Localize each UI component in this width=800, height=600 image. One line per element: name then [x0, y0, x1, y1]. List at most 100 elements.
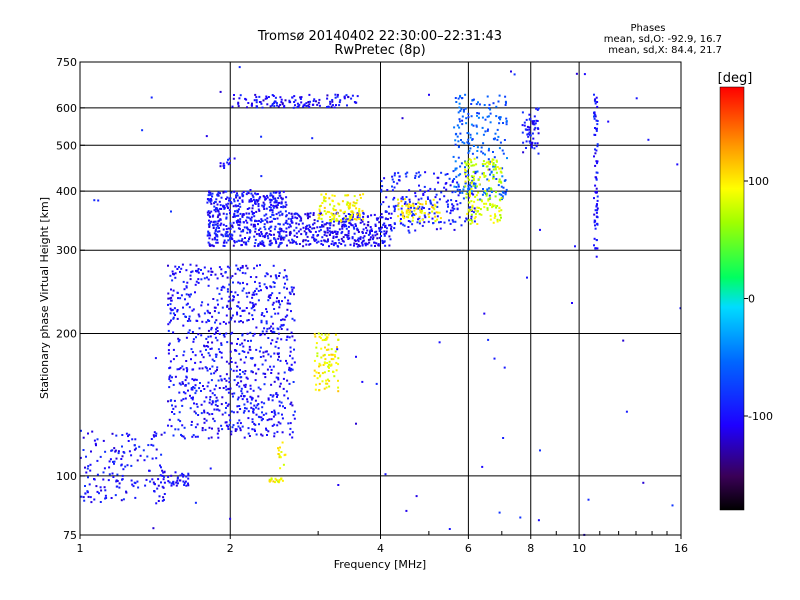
data-point	[235, 194, 237, 197]
data-point	[352, 211, 355, 214]
data-point	[200, 269, 202, 271]
data-point	[283, 104, 286, 107]
data-point	[218, 292, 221, 295]
data-point	[347, 225, 350, 228]
data-point	[269, 275, 272, 278]
data-point	[249, 231, 252, 234]
data-point	[357, 237, 360, 240]
data-point	[469, 219, 472, 221]
data-point	[481, 193, 484, 196]
data-point	[369, 232, 371, 235]
data-point	[188, 315, 191, 318]
data-point	[96, 459, 99, 462]
data-point	[288, 336, 291, 339]
data-point	[437, 181, 440, 184]
data-point	[229, 228, 232, 230]
data-point	[487, 115, 490, 118]
data-point	[464, 161, 467, 164]
data-point	[212, 298, 215, 300]
data-point	[478, 183, 481, 186]
data-point	[317, 240, 320, 243]
data-point	[167, 349, 170, 352]
data-point	[207, 311, 210, 314]
data-point	[280, 228, 283, 230]
data-point	[403, 202, 406, 205]
data-point	[203, 345, 206, 348]
data-point	[267, 337, 270, 339]
data-point	[244, 386, 247, 388]
data-point	[314, 388, 317, 391]
data-point	[218, 266, 221, 269]
data-point	[463, 108, 465, 111]
data-point	[311, 103, 314, 106]
data-point	[110, 497, 113, 499]
data-point	[228, 381, 231, 384]
data-point	[239, 218, 242, 221]
data-point	[320, 333, 323, 336]
data-point	[378, 230, 381, 232]
data-point	[233, 230, 236, 233]
data-point	[293, 319, 296, 322]
data-point	[351, 204, 354, 207]
data-point	[168, 321, 171, 324]
data-point	[383, 240, 386, 243]
data-point	[295, 222, 298, 225]
data-point	[185, 286, 188, 289]
data-point	[273, 435, 276, 438]
data-point	[381, 239, 384, 242]
data-point	[237, 102, 240, 105]
data-point	[427, 189, 430, 192]
data-point	[418, 205, 421, 208]
data-point	[474, 212, 477, 215]
data-point	[288, 212, 291, 215]
data-point	[475, 194, 478, 197]
data-point	[485, 202, 488, 205]
data-point	[319, 374, 322, 377]
data-point	[470, 164, 473, 167]
data-point	[596, 207, 599, 210]
data-point	[250, 192, 253, 195]
data-point	[510, 70, 512, 73]
data-point	[417, 175, 420, 178]
data-point	[492, 205, 495, 208]
data-point	[288, 223, 291, 226]
data-point	[471, 221, 474, 224]
data-point	[470, 182, 473, 185]
data-point	[239, 358, 242, 361]
data-point	[306, 214, 309, 217]
data-point	[461, 115, 464, 118]
data-point	[405, 215, 408, 218]
data-point	[252, 306, 254, 309]
data-point	[277, 358, 279, 361]
data-point	[174, 375, 177, 378]
data-point	[220, 403, 223, 406]
data-point	[246, 295, 249, 298]
data-point	[370, 244, 373, 247]
data-point	[260, 175, 263, 178]
data-point	[464, 166, 466, 169]
data-point	[269, 294, 272, 297]
colorbar-tick-label: 100	[748, 175, 769, 188]
data-point	[189, 407, 192, 410]
data-point	[320, 217, 323, 220]
data-point	[455, 200, 458, 202]
data-point	[407, 209, 409, 212]
data-point	[489, 160, 492, 163]
data-point	[159, 464, 161, 467]
data-point	[345, 227, 348, 230]
data-point	[353, 195, 356, 198]
data-point	[369, 238, 372, 241]
data-point	[215, 234, 218, 237]
data-point	[284, 210, 287, 213]
data-point	[348, 237, 351, 240]
data-point	[483, 206, 486, 209]
data-point	[253, 223, 255, 226]
data-point	[116, 473, 119, 476]
data-point	[303, 230, 306, 233]
data-point	[241, 200, 244, 203]
data-point	[473, 220, 476, 223]
data-point	[475, 170, 478, 173]
data-point	[461, 123, 464, 126]
data-point	[307, 227, 310, 230]
data-point	[254, 225, 257, 228]
